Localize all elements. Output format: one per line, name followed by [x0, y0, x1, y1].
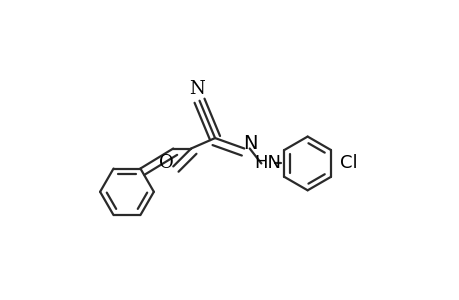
- Text: N: N: [242, 134, 257, 153]
- Text: O: O: [159, 154, 174, 172]
- Text: N: N: [189, 80, 205, 98]
- Text: Cl: Cl: [340, 154, 358, 172]
- Text: HN: HN: [253, 154, 280, 172]
